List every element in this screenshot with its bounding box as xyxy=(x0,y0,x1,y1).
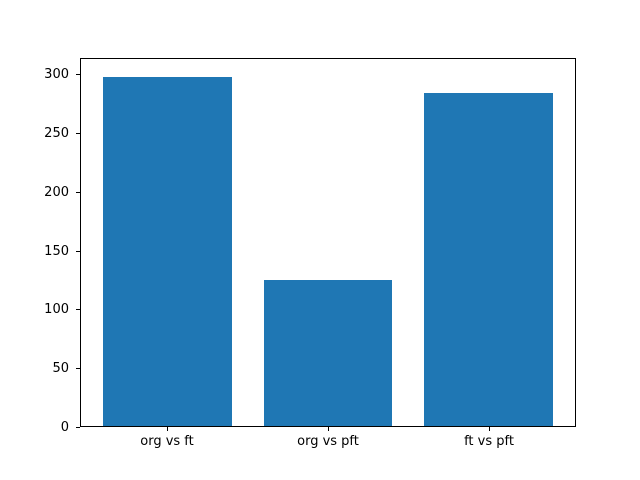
y-tick-label: 0 xyxy=(60,420,69,435)
y-tick-label: 50 xyxy=(52,361,69,376)
y-tick-label: 100 xyxy=(44,302,69,317)
bar xyxy=(424,92,553,426)
y-tick-mark xyxy=(76,192,80,193)
plot-area xyxy=(80,58,576,427)
bars-container xyxy=(81,59,575,426)
bar xyxy=(263,279,393,426)
x-tick-mark xyxy=(328,427,329,431)
y-tick-label: 200 xyxy=(44,185,69,200)
y-tick-mark xyxy=(76,133,80,134)
x-tick-label: ft vs pft xyxy=(464,434,514,449)
y-tick-mark xyxy=(76,309,80,310)
x-tick-label: org vs pft xyxy=(297,434,359,449)
y-tick-mark xyxy=(76,368,80,369)
y-tick-label: 150 xyxy=(44,244,69,259)
x-tick-mark xyxy=(489,427,490,431)
bar xyxy=(103,76,232,426)
y-tick-label: 250 xyxy=(44,126,69,141)
y-tick-mark xyxy=(76,74,80,75)
x-tick-mark xyxy=(167,427,168,431)
y-tick-label: 300 xyxy=(44,67,69,82)
y-tick-mark xyxy=(76,251,80,252)
y-tick-mark xyxy=(76,427,80,428)
x-tick-label: org vs ft xyxy=(140,434,194,449)
